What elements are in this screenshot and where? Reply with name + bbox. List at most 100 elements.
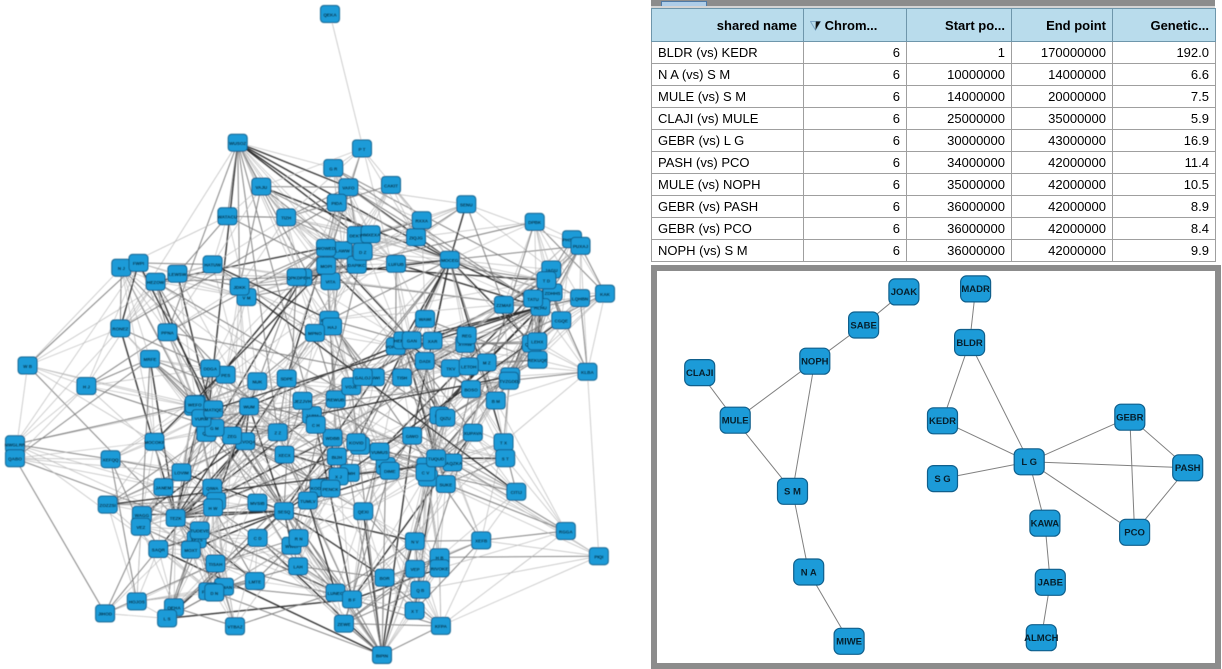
svg-text:QABO: QABO <box>8 457 22 462</box>
svg-text:ZEWE: ZEWE <box>337 622 350 627</box>
svg-text:N A: N A <box>801 567 817 578</box>
svg-text:LMTE: LMTE <box>249 579 262 584</box>
svg-text:MOCEG: MOCEG <box>441 258 459 263</box>
svg-text:QIZU: QIZU <box>440 416 452 421</box>
svg-text:PASH: PASH <box>1175 463 1201 474</box>
svg-text:REG: REG <box>462 334 472 339</box>
svg-text:PPNA: PPNA <box>161 331 174 336</box>
svg-text:WAWI: WAWI <box>419 317 432 322</box>
svg-text:LQHBN: LQHBN <box>572 296 589 301</box>
svg-text:TUDEVE: TUDEVE <box>190 529 209 534</box>
svg-text:KEDR: KEDR <box>929 416 956 427</box>
svg-text:JOAK: JOAK <box>891 287 918 298</box>
svg-text:TVZGDD: TVZGDD <box>499 379 519 384</box>
svg-text:VAFO: VAFO <box>342 186 355 191</box>
svg-text:JIHOD: JIHOD <box>98 612 113 617</box>
svg-text:LEWSW: LEWSW <box>169 272 187 277</box>
svg-text:X J: X J <box>335 475 342 480</box>
svg-text:V M: V M <box>242 295 250 300</box>
svg-text:XAR: XAR <box>428 339 438 344</box>
svg-text:B M: B M <box>492 399 501 404</box>
svg-text:PIDA: PIDA <box>331 201 343 206</box>
svg-text:SESQ: SESQ <box>278 509 291 514</box>
svg-text:JABE: JABE <box>1038 578 1063 589</box>
svg-text:JANEM: JANEM <box>155 485 171 490</box>
svg-text:D Z: D Z <box>359 250 367 255</box>
svg-text:NOPH: NOPH <box>801 357 829 368</box>
svg-text:HEZOW: HEZOW <box>147 280 165 285</box>
svg-text:WAGG: WAGG <box>135 513 150 518</box>
svg-text:LUFUB: LUFUB <box>388 262 404 267</box>
svg-text:XEFQQ: XEFQQ <box>103 458 120 463</box>
svg-text:SABE: SABE <box>850 320 876 331</box>
svg-text:RXXA: RXXA <box>415 219 428 224</box>
svg-text:TKV: TKV <box>446 367 456 372</box>
svg-text:RONEZ: RONEZ <box>112 327 128 332</box>
svg-text:S G: S G <box>934 474 950 485</box>
svg-text:G M: G M <box>210 426 219 431</box>
svg-text:LOVIM: LOVIM <box>174 471 189 476</box>
svg-text:TISAH: TISAH <box>209 562 223 567</box>
svg-text:Z Z: Z Z <box>274 431 281 436</box>
svg-text:GEBR: GEBR <box>1116 413 1144 424</box>
svg-text:GAN: GAN <box>407 339 418 344</box>
svg-text:TUQUD: TUQUD <box>428 457 445 462</box>
svg-text:C H: C H <box>312 423 321 428</box>
svg-text:B F: B F <box>348 598 356 603</box>
svg-text:CGQE: CGQE <box>555 319 569 324</box>
svg-text:D N: D N <box>210 591 219 596</box>
svg-text:PCO: PCO <box>1124 528 1145 539</box>
svg-text:BLDR: BLDR <box>956 338 983 349</box>
svg-text:DIME: DIME <box>384 469 395 474</box>
svg-text:VUMUS: VUMUS <box>371 450 388 455</box>
svg-text:KLBA: KLBA <box>581 370 594 375</box>
svg-text:WDBB: WDBB <box>325 436 340 441</box>
svg-text:REWUB: REWUB <box>327 398 345 403</box>
svg-text:QIWA: QIWA <box>206 486 219 491</box>
svg-text:T D: T D <box>543 279 551 284</box>
svg-text:WEFO: WEFO <box>188 403 202 408</box>
svg-text:X T: X T <box>411 609 418 614</box>
svg-text:N V: N V <box>411 540 420 545</box>
svg-text:MVSIB: MVSIB <box>250 501 265 506</box>
svg-text:PES: PES <box>221 373 230 378</box>
svg-text:JDKK: JDKK <box>233 285 246 290</box>
svg-text:JEZJVH: JEZJVH <box>294 399 312 404</box>
svg-text:GIWO: GIWO <box>406 434 419 439</box>
svg-text:KAWA: KAWA <box>1031 519 1060 530</box>
svg-text:C V: C V <box>422 471 431 476</box>
svg-text:SUKE: SUKE <box>439 482 452 487</box>
svg-text:NWGLRR: NWGLRR <box>5 443 26 448</box>
svg-text:CITIJ: CITIJ <box>511 490 523 495</box>
svg-text:CAKIT: CAKIT <box>384 183 398 188</box>
svg-text:HOJOS: HOJOS <box>129 600 145 605</box>
svg-text:VITA: VITA <box>325 280 336 285</box>
svg-text:H J: H J <box>83 384 91 389</box>
svg-text:HATUW: HATUW <box>204 263 221 268</box>
svg-text:DPBK: DPBK <box>528 220 542 225</box>
svg-text:ZEG: ZEG <box>227 434 237 439</box>
svg-text:RGGA: RGGA <box>559 529 573 534</box>
svg-text:TEZK: TEZK <box>170 516 183 521</box>
svg-text:N J: N J <box>118 266 126 271</box>
svg-text:MRFE: MRFE <box>143 357 156 362</box>
svg-text:S M: S M <box>784 487 801 498</box>
svg-text:ZZMAF: ZZMAF <box>496 303 512 308</box>
svg-text:WUSOZ: WUSOZ <box>229 141 246 146</box>
svg-text:M Z: M Z <box>483 361 491 366</box>
svg-text:BIPIN: BIPIN <box>376 653 389 658</box>
svg-text:NUK: NUK <box>252 380 263 385</box>
svg-text:R N: R N <box>295 536 304 541</box>
svg-text:HAJ: HAJ <box>327 325 337 330</box>
svg-text:C D: C D <box>254 536 263 541</box>
svg-text:G R: G R <box>329 166 338 171</box>
svg-text:TIZH: TIZH <box>281 216 292 221</box>
svg-text:Q B: Q B <box>416 588 425 593</box>
svg-text:WUM: WUM <box>243 405 255 410</box>
svg-text:GALOJ: GALOJ <box>355 375 371 380</box>
svg-text:ZIQJG: ZIQJG <box>409 236 423 241</box>
svg-text:TISH: TISH <box>397 376 408 381</box>
svg-text:VEZ: VEZ <box>136 525 145 530</box>
svg-text:SDPE: SDPE <box>280 377 293 382</box>
svg-text:HMXEXA: HMXEXA <box>361 233 381 238</box>
